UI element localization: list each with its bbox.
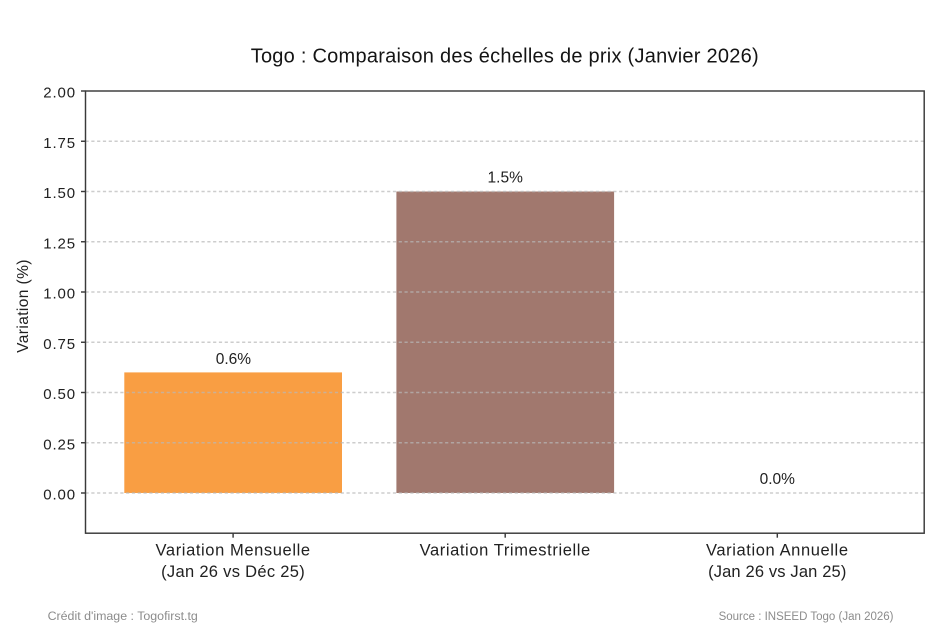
svg-text:0.75: 0.75 — [43, 336, 76, 353]
svg-text:0.50: 0.50 — [43, 386, 76, 403]
svg-text:1.5%: 1.5% — [488, 169, 524, 186]
svg-text:0.25: 0.25 — [43, 436, 76, 453]
svg-text:Source : INSEED Togo (Jan 2026: Source : INSEED Togo (Jan 2026) — [719, 611, 894, 623]
svg-text:0.0%: 0.0% — [760, 471, 796, 488]
svg-text:(Jan 26 vs Jan 25): (Jan 26 vs Jan 25) — [708, 563, 846, 581]
svg-text:1.75: 1.75 — [43, 135, 76, 152]
svg-text:2.00: 2.00 — [43, 85, 76, 102]
svg-text:1.00: 1.00 — [43, 286, 76, 303]
svg-text:(Jan 26 vs Déc 25): (Jan 26 vs Déc 25) — [161, 563, 305, 581]
svg-text:0.00: 0.00 — [43, 487, 76, 504]
svg-text:Crédit d'image : Togofirst.tg: Crédit d'image : Togofirst.tg — [48, 609, 198, 623]
svg-text:Variation Trimestrielle: Variation Trimestrielle — [420, 542, 591, 560]
svg-text:1.50: 1.50 — [43, 185, 76, 202]
svg-text:Variation Mensuelle: Variation Mensuelle — [156, 542, 311, 560]
svg-text:1.25: 1.25 — [43, 235, 76, 252]
svg-text:Variation Annuelle: Variation Annuelle — [706, 542, 849, 560]
svg-text:0.6%: 0.6% — [216, 351, 252, 368]
svg-text:Variation (%): Variation (%) — [15, 259, 32, 353]
svg-text:Togo : Comparaison des échelle: Togo : Comparaison des échelles de prix … — [251, 46, 759, 68]
